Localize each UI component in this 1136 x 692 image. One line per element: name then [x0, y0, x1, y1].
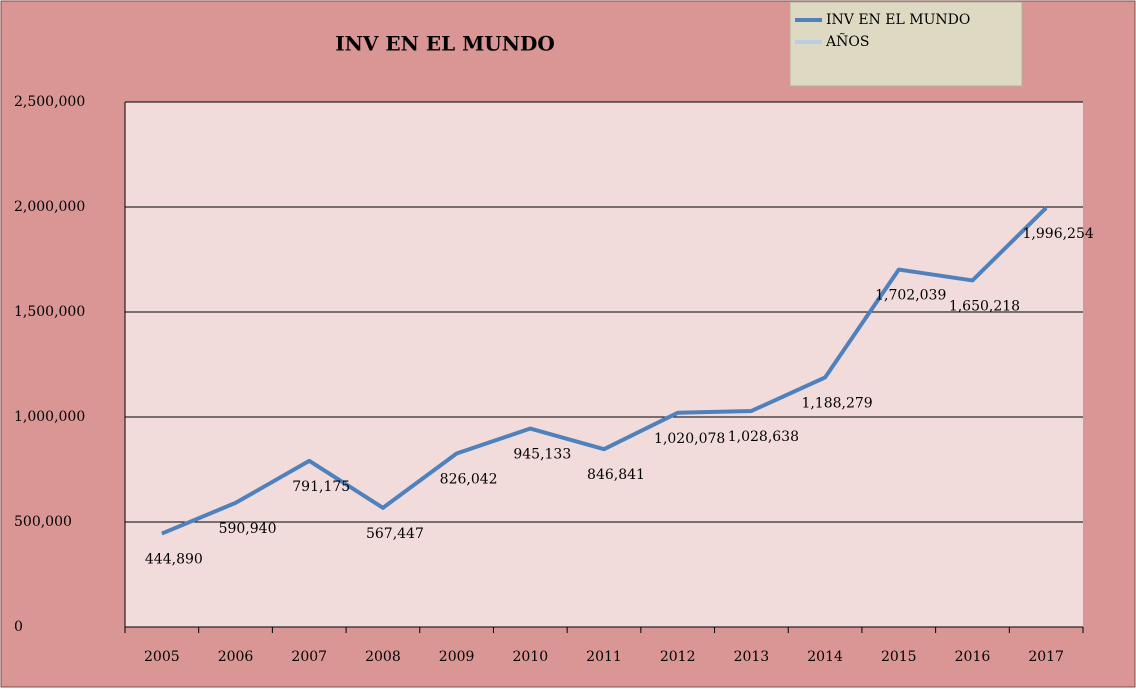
x-tick-label: 2008 [365, 649, 401, 665]
line-series [161, 206, 1048, 536]
data-label: 826,042 [440, 472, 498, 488]
data-label: 791,175 [292, 479, 350, 495]
x-tick-label: 2010 [512, 649, 548, 665]
legend [789, 1, 1023, 87]
x-tick-label: 2013 [734, 649, 770, 665]
data-label: 945,133 [513, 447, 571, 463]
y-tick-label: 0 [14, 619, 23, 635]
data-label: 1,702,039 [875, 288, 946, 304]
x-tick-label: 2011 [586, 649, 622, 665]
data-label: 1,028,638 [728, 429, 799, 445]
x-tick-label: 2016 [955, 649, 991, 665]
legend-label: INV EN EL MUNDO [826, 12, 970, 28]
y-tick-label: 2,500,000 [14, 94, 85, 110]
x-tick-label: 2006 [218, 649, 254, 665]
y-tick-label: 1,000,000 [14, 409, 85, 425]
data-label: 1,650,218 [949, 298, 1020, 314]
data-label: 444,890 [145, 552, 203, 568]
y-tick-label: 2,000,000 [14, 199, 85, 215]
x-tick-label: 2005 [144, 649, 180, 665]
chart-title: INV EN EL MUNDO [335, 32, 555, 56]
x-tick-label: 2009 [439, 649, 475, 665]
data-label: 1,996,254 [1023, 226, 1094, 242]
data-label: 846,841 [587, 467, 645, 483]
x-tick-label: 2007 [291, 649, 327, 665]
x-tick-label: 2012 [660, 649, 696, 665]
data-label: 590,940 [219, 521, 277, 537]
x-tick-label: 2017 [1028, 649, 1064, 665]
y-tick-label: 1,500,000 [14, 304, 85, 320]
x-tick-label: 2014 [807, 649, 843, 665]
plot-area [125, 102, 1083, 627]
data-label: 1,020,078 [654, 431, 725, 447]
data-label: 1,188,279 [801, 395, 872, 411]
legend-label: AÑOS [825, 32, 869, 50]
y-tick-label: 500,000 [14, 514, 72, 530]
x-tick-label: 2015 [881, 649, 917, 665]
data-label: 567,447 [366, 526, 424, 542]
